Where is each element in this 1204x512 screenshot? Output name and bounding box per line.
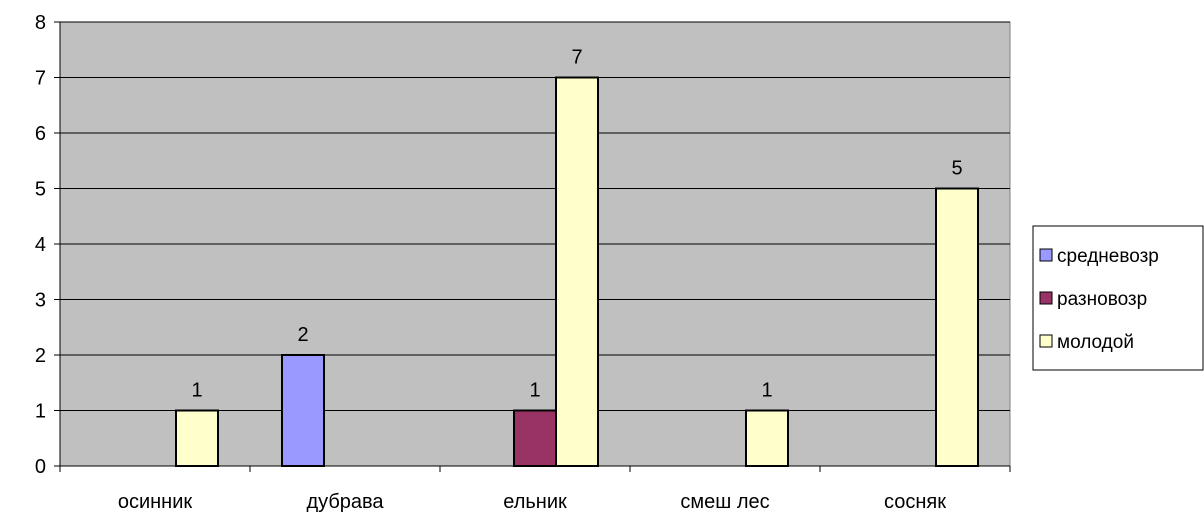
data-label: 7: [571, 47, 582, 69]
x-axis-ticks: осинник дубрава ельник смеш лес сосняк: [59, 466, 1011, 512]
bar: [281, 354, 325, 467]
x-tick-label: сосняк: [884, 491, 946, 512]
x-tick-label: смеш лес: [680, 491, 769, 512]
bar: [555, 76, 599, 467]
y-tick-label: 4: [35, 234, 46, 256]
legend-label: молодой: [1057, 332, 1134, 353]
legend-label: средневозр: [1057, 246, 1159, 267]
x-tick-label: дубрава: [306, 491, 384, 512]
legend-swatch: [1039, 248, 1053, 262]
y-axis-ticks: 0 1 2 3 4 5 6 7 8: [35, 12, 60, 478]
y-tick-label: 1: [35, 401, 46, 423]
legend-label: разновозр: [1057, 289, 1147, 310]
y-tick-label: 6: [35, 123, 46, 145]
bar: [935, 187, 979, 467]
y-tick-label: 2: [35, 345, 46, 367]
y-tick-label: 3: [35, 290, 46, 312]
data-label: 1: [761, 380, 772, 402]
data-label: 1: [529, 380, 540, 402]
y-tick-label: 5: [35, 179, 46, 201]
y-tick-label: 0: [35, 456, 46, 478]
bar: [745, 409, 789, 467]
x-tick-label: ельник: [503, 491, 567, 512]
legend-swatch: [1039, 291, 1053, 305]
x-tick-label: осинник: [118, 491, 193, 512]
bars: [175, 76, 979, 467]
data-labels: 1 2 1 7 1 5: [191, 47, 962, 402]
data-label: 2: [297, 324, 308, 346]
legend: средневозр разновозр молодой: [1032, 225, 1204, 371]
data-label: 5: [951, 158, 962, 180]
bar: [513, 409, 557, 467]
legend-box: [1032, 225, 1204, 371]
legend-swatch: [1039, 334, 1053, 348]
y-tick-label: 8: [35, 12, 46, 34]
bar: [175, 409, 219, 467]
y-tick-label: 7: [35, 68, 46, 90]
data-label: 1: [191, 380, 202, 402]
